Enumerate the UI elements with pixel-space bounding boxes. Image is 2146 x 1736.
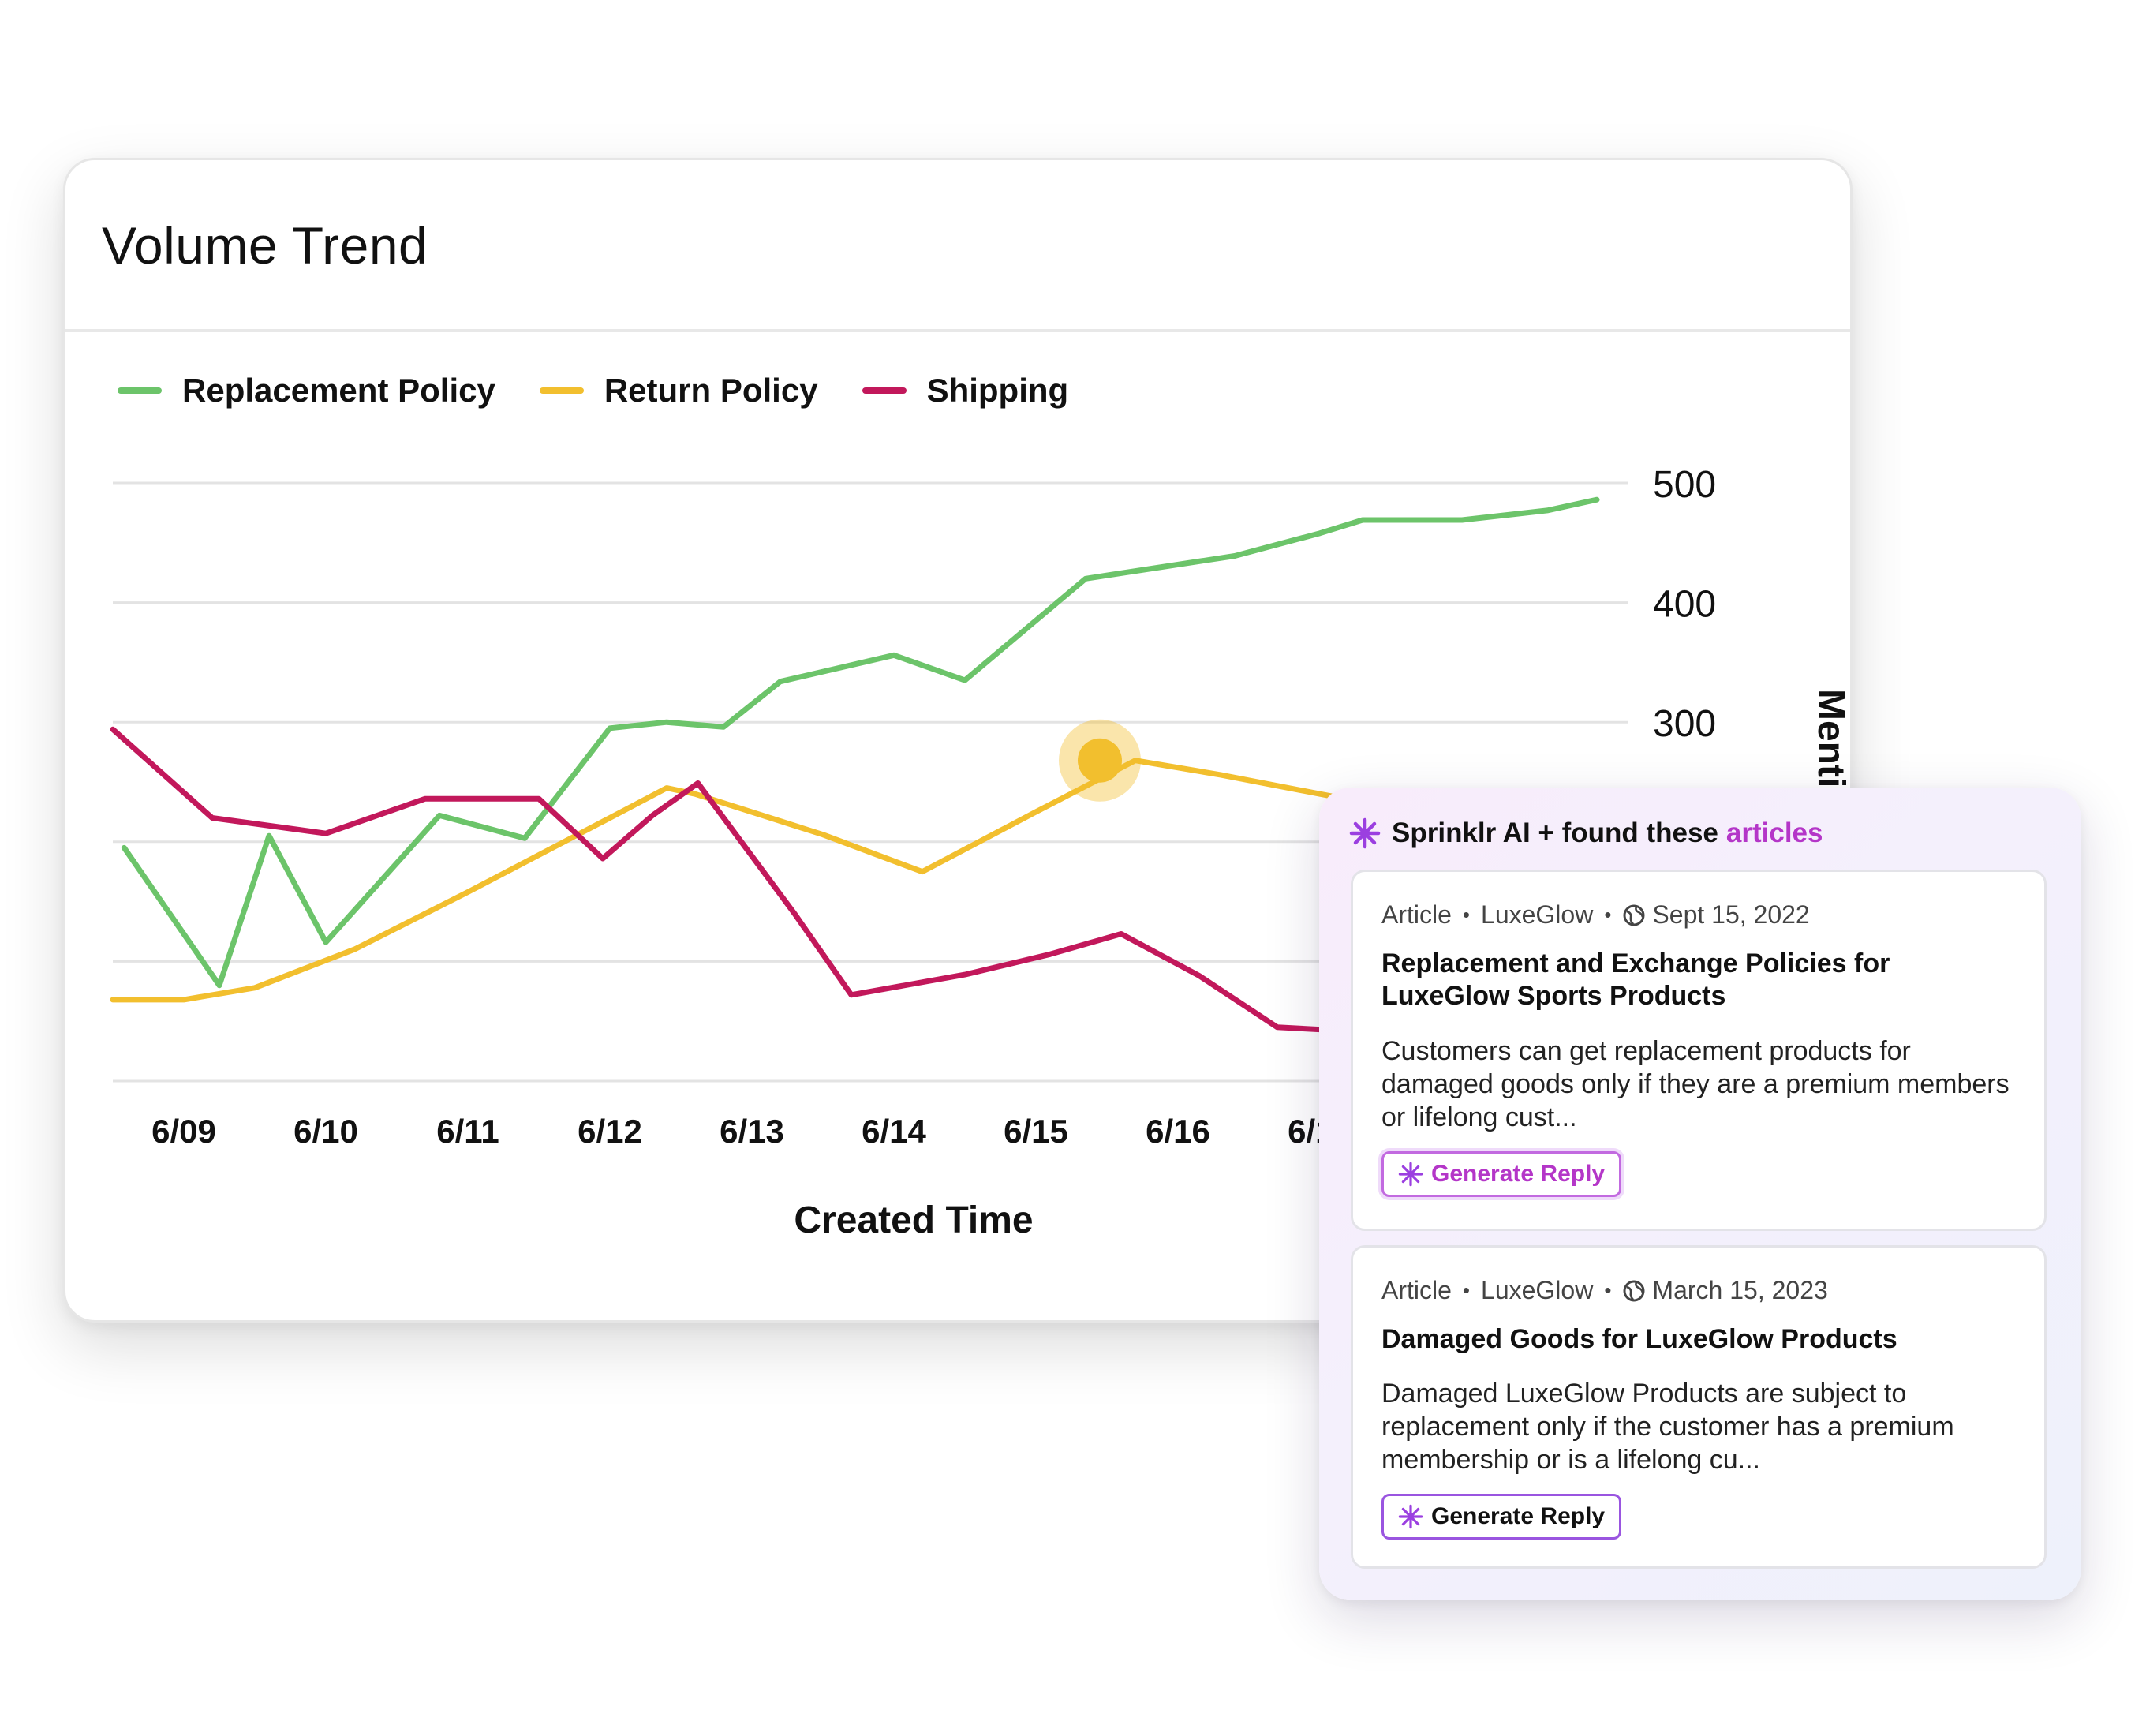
article-meta: Article • LuxeGlow • March 15, 2023 <box>1381 1276 1828 1305</box>
legend-label: Return Policy <box>604 372 818 409</box>
x-tick-label: 6/16 <box>1146 1113 1210 1150</box>
globe-icon <box>1623 904 1645 926</box>
meta-separator: • <box>1604 1278 1612 1302</box>
article-card[interactable]: Article • LuxeGlow • Sept 15, 2022 Repla… <box>1351 870 2047 1231</box>
article-date: March 15, 2023 <box>1652 1276 1828 1304</box>
highlight-point[interactable] <box>1078 738 1122 783</box>
meta-separator: • <box>1462 903 1471 926</box>
generate-reply-button[interactable]: Generate Reply <box>1381 1151 1622 1197</box>
globe-icon <box>1623 1280 1645 1301</box>
generate-reply-label: Generate Reply <box>1431 1161 1606 1187</box>
article-source: LuxeGlow <box>1481 900 1594 929</box>
volume-trend-chart: 500 400 300 Menti 6/09 6/10 6/11 6/12 6/13 6/14 6/… <box>110 464 1850 1150</box>
card-title: Volume Trend <box>102 216 428 275</box>
legend-swatch <box>539 387 584 394</box>
sprinklr-ai-panel: Sprinklr AI + found these articles Artic… <box>1319 788 2081 1600</box>
series-line-shipping[interactable] <box>110 726 1437 1038</box>
y-tick-label: 500 <box>1653 464 1716 506</box>
y-tick-label: 300 <box>1653 703 1716 745</box>
y-tick-label: 400 <box>1653 584 1716 626</box>
legend-item-replacement-policy[interactable]: Replacement Policy <box>118 372 495 410</box>
x-tick-label: 6/12 <box>578 1113 642 1150</box>
legend-label: Replacement Policy <box>182 372 495 409</box>
card-divider <box>65 329 1850 332</box>
x-tick-label: 6/10 <box>293 1113 358 1150</box>
ai-header-accent[interactable]: articles <box>1725 817 1823 848</box>
x-tick-label: 6/11 <box>436 1113 499 1150</box>
x-tick-label: 6/13 <box>720 1113 784 1150</box>
ai-panel-header: Sprinklr AI + found these articles <box>1349 817 1823 849</box>
series-line-replacement-policy[interactable] <box>121 496 1600 989</box>
sparkle-icon <box>1398 1504 1423 1529</box>
x-tick-label: 6/09 <box>151 1113 216 1150</box>
legend-swatch <box>862 387 907 394</box>
volume-trend-card: Volume Trend Replacement Policy Return P… <box>63 158 1853 1323</box>
article-source: LuxeGlow <box>1481 1276 1594 1304</box>
generate-reply-button[interactable]: Generate Reply <box>1381 1494 1622 1540</box>
ai-header-text: Sprinklr AI + found these <box>1392 817 1718 848</box>
article-date: Sept 15, 2022 <box>1652 900 1810 929</box>
x-tick-label: 6/15 <box>1004 1113 1068 1150</box>
y-axis-title: Menti <box>1810 689 1850 788</box>
sparkle-icon <box>1398 1162 1423 1187</box>
article-type: Article <box>1381 900 1452 929</box>
legend-label: Shipping <box>926 372 1069 409</box>
article-title[interactable]: Damaged Goods for LuxeGlow Products <box>1381 1324 1897 1354</box>
article-title[interactable]: Replacement and Exchange Policies for Lu… <box>1381 948 1890 1011</box>
article-meta: Article • LuxeGlow • Sept 15, 2022 <box>1381 900 1810 930</box>
article-card[interactable]: Article • LuxeGlow • March 15, 2023 Dama… <box>1351 1245 2047 1569</box>
legend-swatch <box>118 387 162 394</box>
chart-legend: Replacement Policy Return Policy Shippin… <box>118 372 1112 410</box>
meta-separator: • <box>1604 903 1612 926</box>
legend-item-shipping[interactable]: Shipping <box>862 372 1069 410</box>
sparkle-icon <box>1349 817 1381 849</box>
x-tick-label: 6/14 <box>862 1113 926 1150</box>
x-axis-title: Created Time <box>794 1199 1034 1241</box>
generate-reply-label: Generate Reply <box>1431 1503 1606 1529</box>
legend-item-return-policy[interactable]: Return Policy <box>539 372 818 410</box>
series-line-return-policy[interactable] <box>110 758 1437 1003</box>
article-excerpt: Damaged LuxeGlow Products are subject to… <box>1381 1379 1954 1475</box>
article-excerpt: Customers can get replacement products f… <box>1381 1036 2010 1132</box>
article-type: Article <box>1381 1276 1452 1304</box>
meta-separator: • <box>1462 1278 1471 1302</box>
